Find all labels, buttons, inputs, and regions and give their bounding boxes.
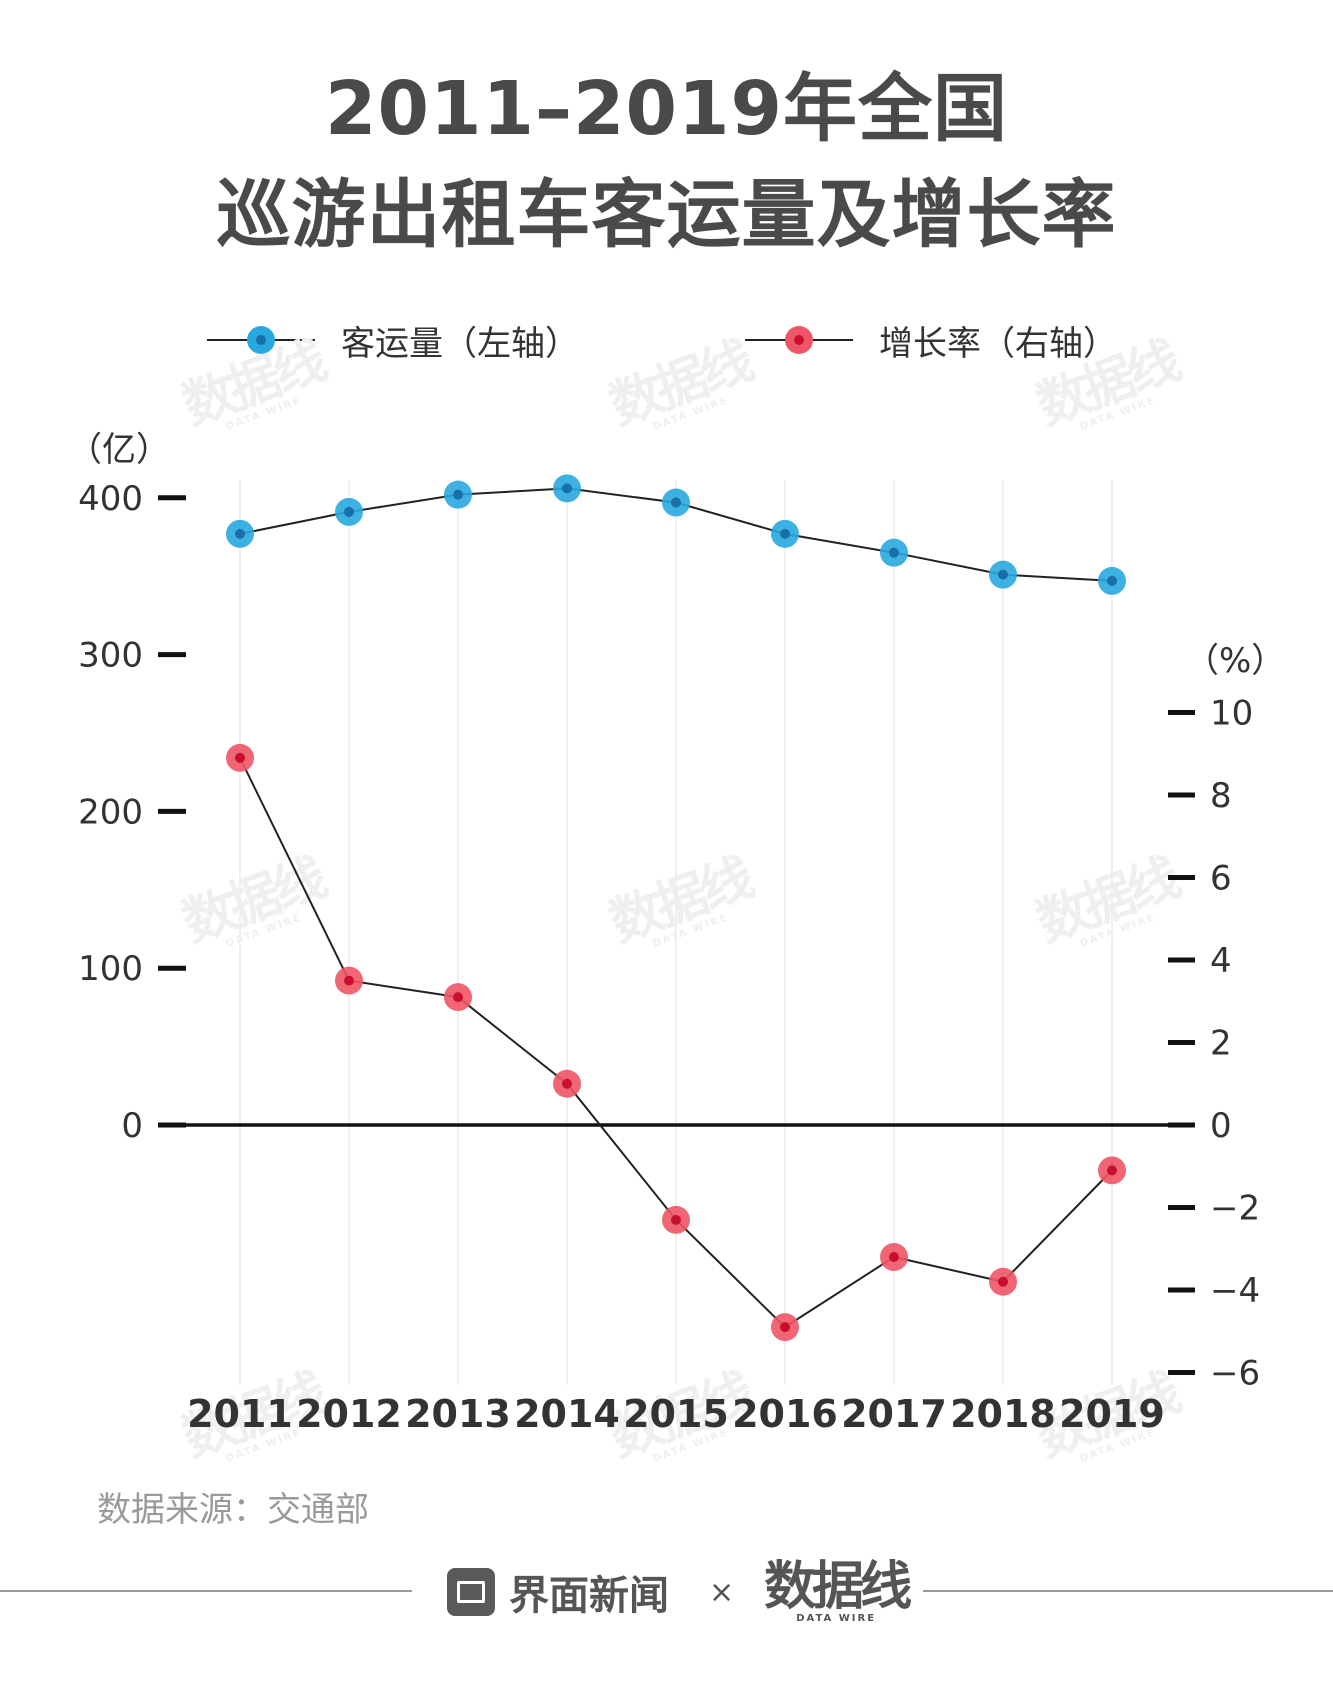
x-axis-label: 2013	[405, 1392, 511, 1436]
right-axis-unit: （%）	[1185, 641, 1285, 681]
data-point-core-passenger	[671, 497, 681, 508]
x-axis-label: 2018	[950, 1392, 1056, 1436]
footer-brand: 界面新闻 × 数据线 DATA WIRE	[447, 1556, 912, 1624]
right-axis-tick-label: 6	[1210, 859, 1232, 899]
data-point-core-growth	[453, 992, 463, 1003]
data-point-core-growth	[1107, 1165, 1117, 1176]
x-axis-label: 2011	[187, 1392, 293, 1436]
footer-divider-right	[923, 1590, 1333, 1592]
x-axis-label: 2012	[296, 1392, 402, 1436]
right-axis-tick-label: 10	[1210, 694, 1253, 734]
data-point-core-growth	[344, 975, 354, 986]
data-point-core-growth	[671, 1214, 681, 1225]
data-point-core-growth	[780, 1322, 790, 1333]
legend-marker-growth	[745, 325, 853, 355]
data-point-core-passenger	[344, 506, 354, 517]
datawire-logo: 数据线 DATA WIRE	[764, 1556, 912, 1624]
x-axis-label: 2016	[732, 1392, 838, 1436]
right-axis-tick-label: 4	[1210, 941, 1232, 981]
legend-marker-passenger	[207, 325, 315, 355]
right-axis-tick-label: −2	[1210, 1189, 1260, 1229]
legend-label-passenger: 客运量（左轴）	[341, 323, 579, 364]
left-axis-tick-label: 0	[121, 1106, 143, 1146]
chart-title-line2: 巡游出租车客运量及增长率	[216, 172, 1117, 258]
data-point-core-growth	[889, 1252, 899, 1262]
left-axis-tick-label: 100	[78, 949, 143, 989]
data-point-core-passenger	[453, 489, 463, 500]
data-source: 数据来源：交通部	[97, 1490, 369, 1530]
left-axis-unit: （亿）	[68, 430, 170, 470]
left-axis-tick-label: 400	[78, 479, 143, 519]
right-axis-tick-label: 8	[1210, 776, 1232, 816]
left-axis-tick-label: 200	[78, 792, 143, 832]
data-point-core-growth	[235, 752, 245, 763]
legend-item-passenger: 客运量（左轴）	[207, 318, 579, 364]
data-point-core-growth	[998, 1276, 1008, 1287]
right-axis-tick-label: 2	[1210, 1024, 1232, 1064]
left-axis-tick-label: 300	[78, 636, 143, 676]
brand-separator: ×	[709, 1574, 735, 1610]
legend-label-growth: 增长率（右轴）	[879, 323, 1117, 364]
data-point-core-passenger	[1107, 575, 1117, 586]
jiemian-logo-icon	[447, 1568, 495, 1616]
x-axis-label: 2017	[841, 1392, 947, 1436]
data-point-core-growth	[562, 1078, 572, 1089]
data-point-core-passenger	[998, 569, 1008, 580]
legend-item-growth: 增长率（右轴）	[745, 318, 1117, 364]
data-point-core-passenger	[562, 483, 572, 494]
brand-name: 界面新闻	[509, 1573, 669, 1619]
x-axis-label: 2015	[623, 1392, 729, 1436]
x-axis-label: 2014	[514, 1392, 620, 1436]
data-point-core-passenger	[780, 528, 790, 539]
data-point-core-passenger	[235, 528, 245, 539]
data-point-core-passenger	[889, 547, 899, 558]
right-axis-tick-label: 0	[1210, 1106, 1232, 1146]
x-axis-label: 2019	[1059, 1392, 1165, 1436]
chart-title-line1: 2011–2019年全国	[325, 66, 1008, 152]
right-axis-tick-label: −4	[1210, 1271, 1260, 1311]
right-axis-tick-label: −6	[1210, 1354, 1260, 1394]
footer-divider-left	[0, 1590, 412, 1592]
